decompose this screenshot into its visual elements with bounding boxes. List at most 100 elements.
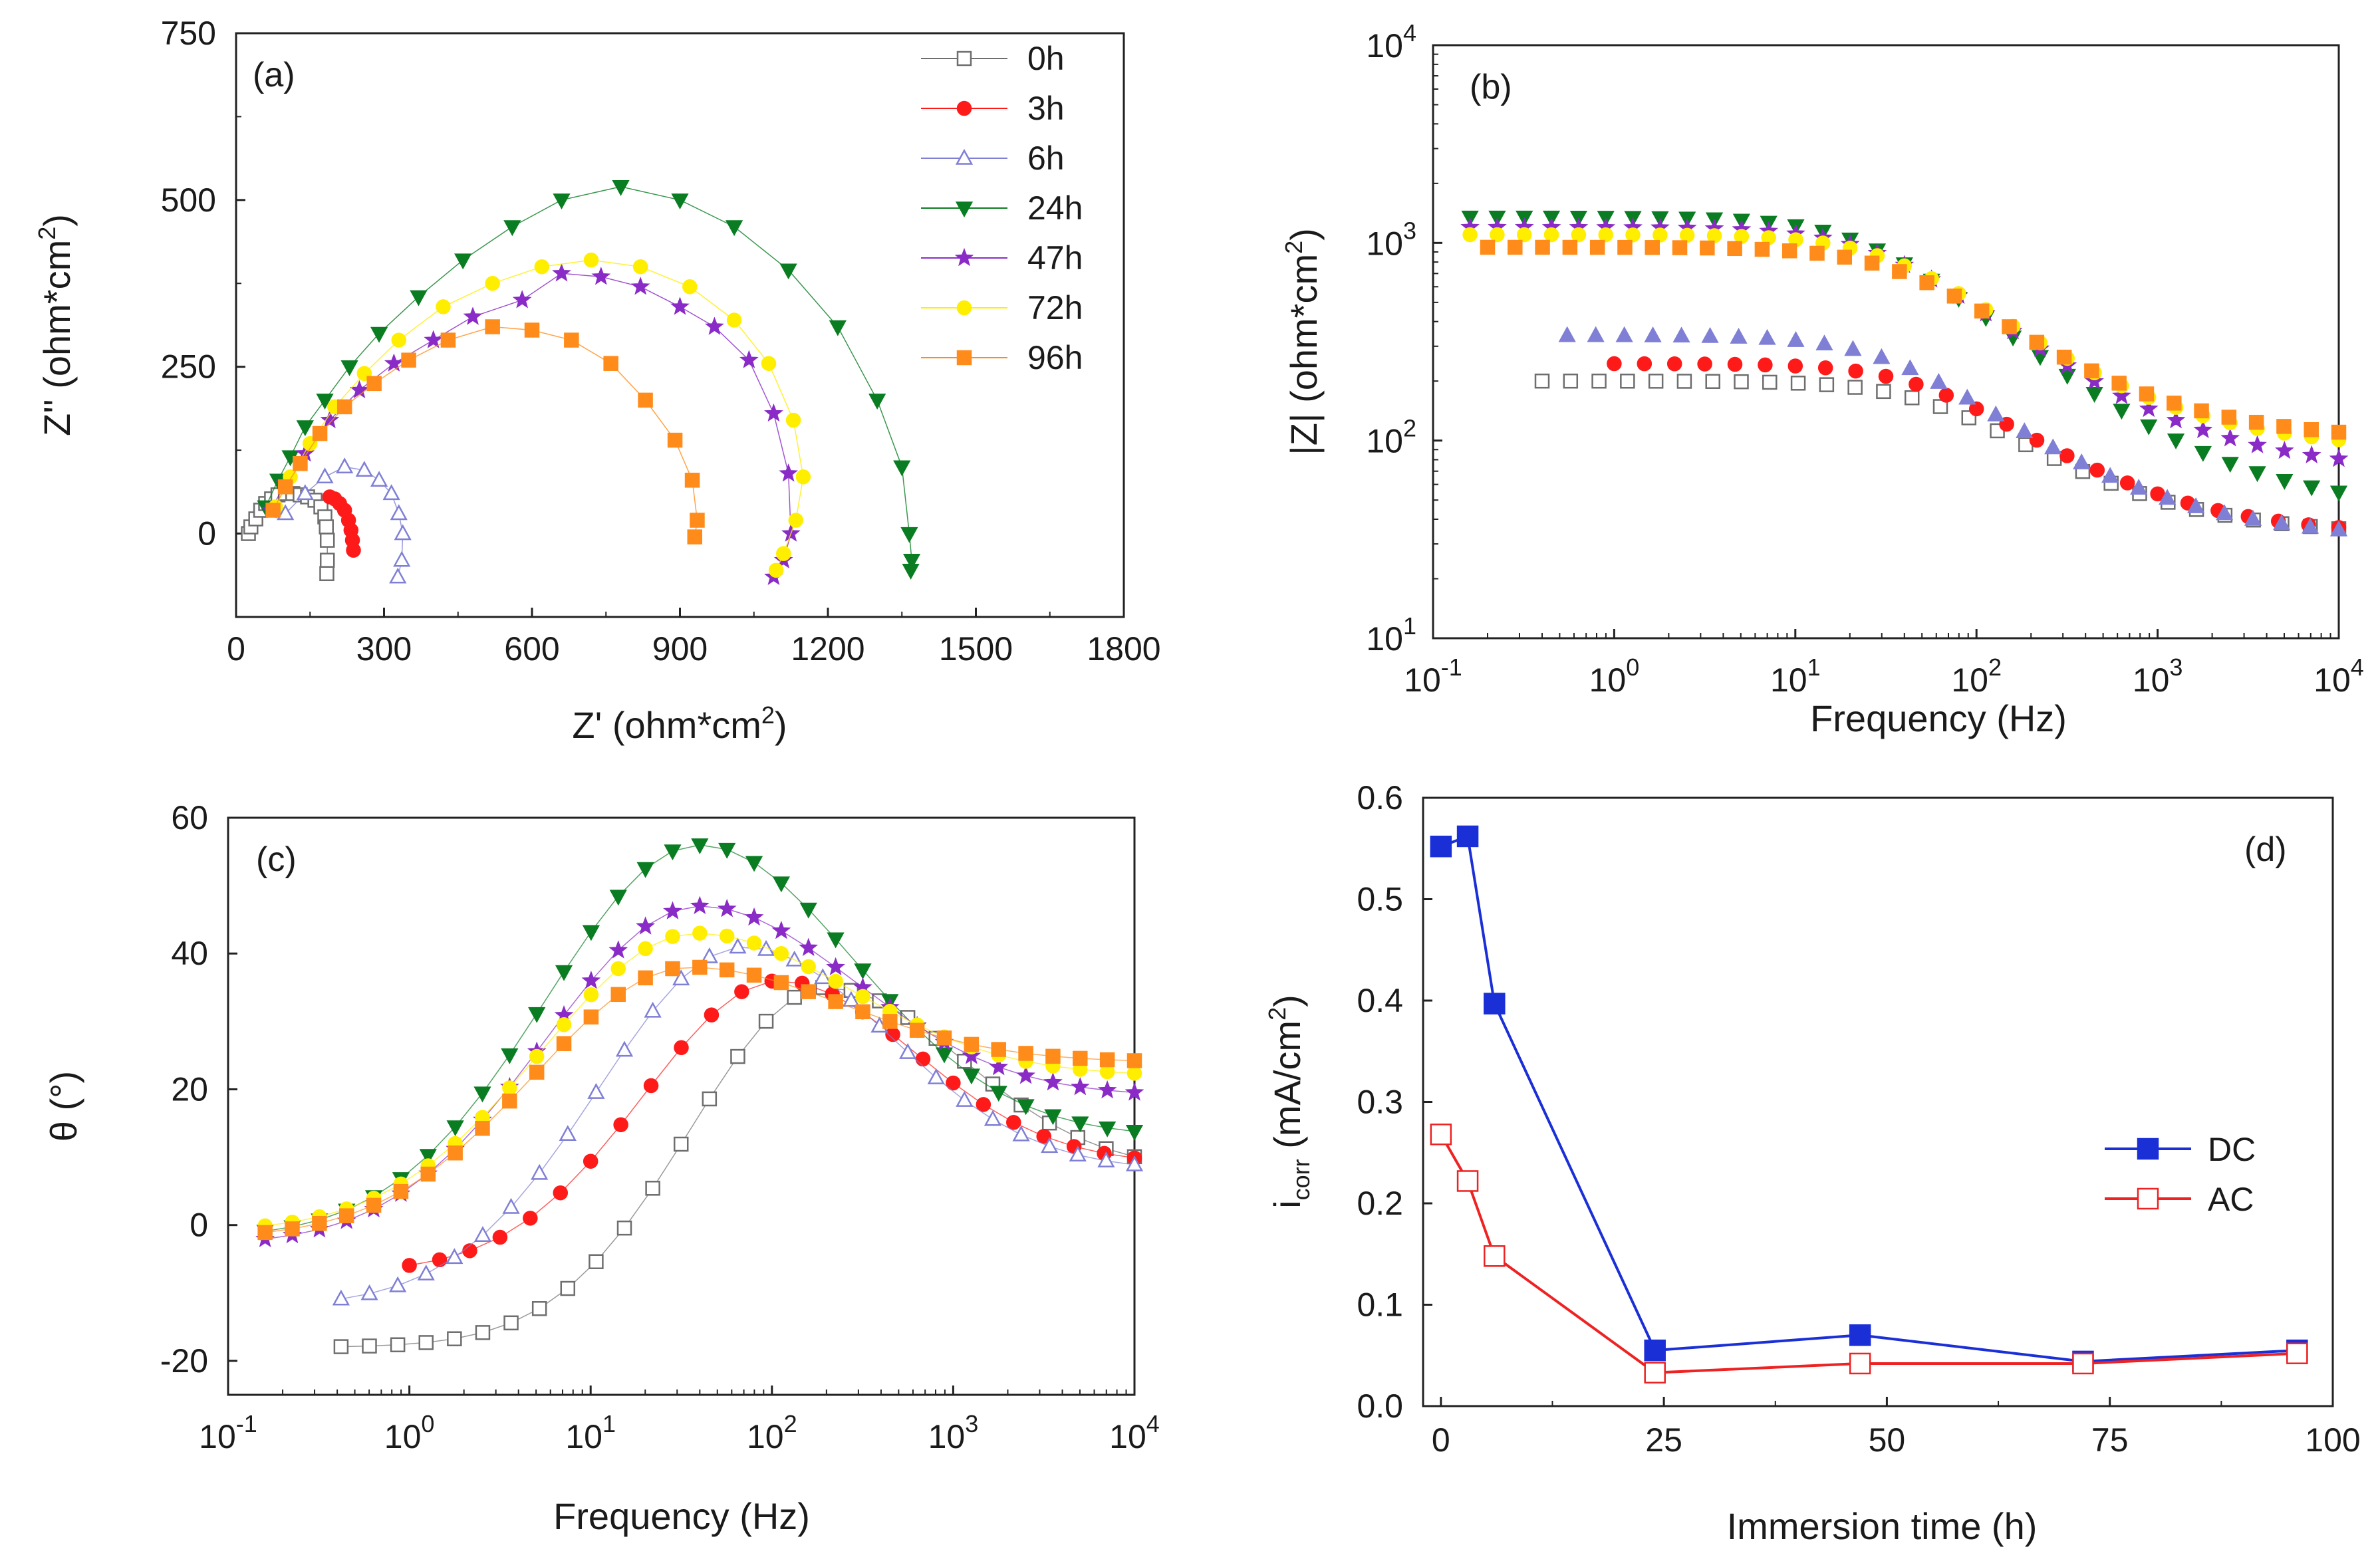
- series-47h: [261, 263, 801, 586]
- point-72h: [436, 299, 451, 314]
- point-96h: [564, 332, 579, 348]
- point-24h: [2276, 474, 2294, 490]
- point-0h: [531, 1301, 547, 1316]
- point-6h: [1097, 1151, 1115, 1167]
- point-24h: [725, 220, 743, 237]
- panel-a-data: [241, 180, 921, 586]
- point-96h: [667, 432, 683, 448]
- point-96h: [801, 984, 816, 999]
- point-24h: [900, 527, 918, 543]
- point-47h: [2139, 398, 2159, 418]
- point-72h: [1543, 227, 1559, 243]
- y-tick-label: 0: [190, 1207, 208, 1244]
- panel-b-label: (b): [1470, 68, 1512, 106]
- point-96h: [2304, 422, 2319, 437]
- point-0h: [319, 519, 334, 535]
- point-96h: [1045, 1048, 1061, 1064]
- point-96h: [2111, 376, 2127, 391]
- point-47h: [512, 290, 532, 308]
- point-96h: [2029, 334, 2045, 350]
- point-AC: [1430, 1124, 1452, 1145]
- point-AC: [2286, 1342, 2308, 1364]
- point-72h: [692, 925, 708, 941]
- point-0h: [390, 1337, 406, 1353]
- point-6h: [2044, 438, 2062, 455]
- point-AC: [1456, 1170, 1479, 1192]
- panel-a-x-axis-label: Z' (ohm*cm2): [572, 701, 787, 746]
- point-47h: [424, 330, 444, 348]
- point-72h: [583, 252, 599, 268]
- point-47h: [1016, 1066, 1035, 1084]
- x-tick-label: 100: [2305, 1421, 2360, 1459]
- legend-label: 96h: [1027, 339, 1083, 376]
- x-tick-label: 25: [1645, 1421, 1682, 1459]
- point-6h: [277, 504, 295, 521]
- point-6h: [1873, 348, 1891, 364]
- point-72h: [795, 469, 811, 485]
- point-96h: [882, 1014, 898, 1029]
- point-72h: [638, 941, 653, 957]
- point-0h: [1819, 377, 1835, 392]
- legend-marker: [955, 201, 974, 218]
- point-96h: [1672, 240, 1688, 255]
- point-72h: [485, 276, 500, 291]
- point-96h: [1617, 239, 1633, 255]
- point-6h: [2187, 497, 2205, 513]
- y-tick-label: 250: [161, 348, 216, 386]
- point-3h: [915, 1051, 931, 1067]
- point-47h: [705, 316, 724, 335]
- point-72h: [726, 312, 742, 328]
- point-6h: [316, 467, 334, 484]
- point-24h: [2194, 445, 2212, 462]
- point-6h: [1041, 1137, 1059, 1153]
- point-3h: [1006, 1115, 1021, 1130]
- point-24h: [503, 220, 521, 237]
- x-tick-label: 50: [1869, 1421, 1906, 1459]
- panel-d-legend: DC AC: [2105, 1131, 2256, 1218]
- point-AC: [1849, 1352, 1871, 1375]
- point-6h: [615, 1040, 634, 1057]
- point-96h: [638, 970, 653, 986]
- point-3h: [976, 1097, 992, 1112]
- point-0h: [673, 1136, 689, 1152]
- point-3h: [1666, 356, 1682, 372]
- series-96h: [257, 959, 1142, 1241]
- point-24h: [553, 193, 571, 209]
- point-24h: [609, 890, 627, 906]
- point-96h: [690, 513, 705, 528]
- point-96h: [401, 352, 416, 368]
- point-6h: [355, 461, 373, 477]
- point-6h: [389, 1276, 407, 1292]
- point-72h: [1517, 227, 1532, 243]
- point-AC: [2072, 1352, 2094, 1375]
- point-DC: [1484, 993, 1506, 1015]
- point-24h: [473, 1086, 491, 1103]
- x-tick-label: 1800: [1087, 630, 1160, 667]
- point-6h: [1644, 326, 1662, 342]
- x-tick-label: 10-1: [199, 1410, 257, 1455]
- point-72h: [1490, 227, 1505, 243]
- point-6h: [956, 1090, 974, 1107]
- legend-item-96h: 96h: [921, 339, 1083, 376]
- point-6h: [1758, 328, 1776, 345]
- series-0h: [333, 980, 1142, 1354]
- legend-item-0h: 0h: [921, 40, 1065, 77]
- point-AC: [1484, 1245, 1506, 1267]
- point-6h: [1787, 330, 1805, 347]
- point-24h: [2085, 386, 2103, 403]
- point-96h: [277, 479, 293, 495]
- point-96h: [1480, 239, 1496, 255]
- point-6h: [1930, 373, 1948, 389]
- point-0h: [418, 1335, 434, 1350]
- point-47h: [690, 896, 710, 914]
- point-72h: [785, 412, 801, 428]
- point-3h: [402, 1258, 417, 1273]
- panel-c-bode-phase-plot: 10-1 100 101 102 103 104 -20 0 20 40 60 (c) Freque…: [43, 799, 1160, 1537]
- y-tick-label: 500: [161, 181, 216, 219]
- point-72h: [529, 1048, 545, 1064]
- point-0h: [319, 566, 334, 582]
- series-24h: [257, 180, 921, 580]
- point-47h: [2193, 420, 2213, 439]
- x-tick-label: 103: [2133, 654, 2183, 699]
